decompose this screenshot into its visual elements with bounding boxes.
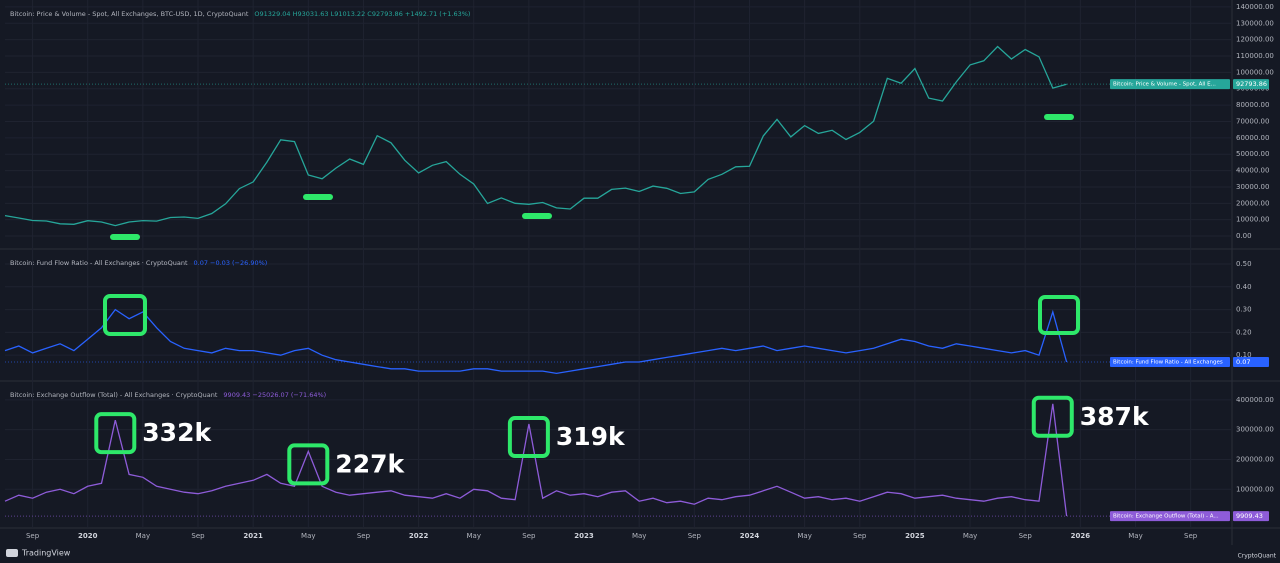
annotation-label: 227k xyxy=(335,449,405,478)
legend-entry: Bitcoin: Fund Flow Ratio - All Exchanges xyxy=(1113,359,1223,365)
value-badge xyxy=(1233,511,1269,522)
series-line xyxy=(4,308,1068,375)
y-tick-label: 0.50 xyxy=(1236,260,1252,268)
y-tick-label: 140000.00 xyxy=(1236,3,1274,11)
grid xyxy=(5,0,1232,528)
annotation-box xyxy=(507,416,550,459)
y-tick-label: 0.30 xyxy=(1236,306,1252,314)
pane-readout: 0.07 −0.03 (−26.90%) xyxy=(194,259,268,267)
x-tick-label: May xyxy=(797,532,811,540)
x-tick-label: 2025 xyxy=(905,532,925,540)
labels: 0.00 10000.00 20000.00 30000.00 40000.00 5000… xyxy=(10,3,1274,540)
y-tick-label: 110000.00 xyxy=(1236,52,1274,60)
x-tick-label: Sep xyxy=(191,532,205,540)
y-tick-label: 0.00 xyxy=(1236,232,1252,240)
x-tick-label: 2026 xyxy=(1071,532,1091,540)
highlight-marker xyxy=(303,194,333,200)
y-tick-label: 0.20 xyxy=(1236,328,1252,336)
y-tick-label: 120000.00 xyxy=(1236,36,1274,44)
y-tick-label: 200000.00 xyxy=(1236,455,1274,463)
annotation-label: 332k xyxy=(142,418,212,447)
x-tick-label: Sep xyxy=(522,532,536,540)
x-tick-label: May xyxy=(632,532,646,540)
x-tick-label: Sep xyxy=(1184,532,1198,540)
footer-right: CryptoQuant xyxy=(1238,553,1277,560)
x-tick-label: 2021 xyxy=(243,532,263,540)
x-tick-label: Sep xyxy=(1019,532,1033,540)
y-tick-label: 50000.00 xyxy=(1236,150,1269,158)
x-tick-label: 2022 xyxy=(409,532,429,540)
x-tick-label: 2024 xyxy=(740,532,760,540)
y-tick-label: 40000.00 xyxy=(1236,167,1269,175)
annotation-label: 387k xyxy=(1080,402,1150,431)
last-value-label: 9909.43 xyxy=(1236,512,1263,520)
y-tick-label: 100000.00 xyxy=(1236,68,1274,76)
logo xyxy=(6,549,18,557)
x-tick-label: Sep xyxy=(853,532,867,540)
y-tick-label: 130000.00 xyxy=(1236,19,1274,27)
y-tick-label: 100000.00 xyxy=(1236,485,1274,493)
legend-entry: Bitcoin: Price & Volume - Spot, All E... xyxy=(1113,82,1216,88)
highlight-box xyxy=(103,294,147,336)
pane-title: Bitcoin: Exchange Outflow (Total) - All … xyxy=(10,391,218,399)
annotation-label: 319k xyxy=(556,422,626,451)
x-tick-label: 2023 xyxy=(574,532,594,540)
y-tick-label: 0.40 xyxy=(1236,283,1252,291)
series-badge xyxy=(1110,79,1230,90)
last-value-label: 92793.86 xyxy=(1236,80,1267,88)
value-badge xyxy=(1233,79,1269,90)
highlight-marker xyxy=(1044,114,1074,120)
annotation-box xyxy=(287,443,330,486)
pane-title: Bitcoin: Fund Flow Ratio - All Exchanges… xyxy=(10,259,188,267)
footer-left: TradingView xyxy=(21,549,71,558)
series-badge xyxy=(1110,356,1230,367)
pane-title: Bitcoin: Price & Volume - Spot, All Exch… xyxy=(10,10,249,18)
y-tick-label: 70000.00 xyxy=(1236,117,1269,125)
y-tick-label: 400000.00 xyxy=(1236,396,1274,404)
value-badge xyxy=(1233,356,1269,367)
series-badge xyxy=(1110,511,1230,522)
pane-readout: O91329.04 H93031.63 L91013.22 C92793.86 … xyxy=(254,10,470,18)
x-tick-label: May xyxy=(136,532,150,540)
plots xyxy=(4,45,1232,517)
x-tick-label: 2020 xyxy=(78,532,98,540)
highlight-marker xyxy=(522,213,552,219)
y-tick-label: 10000.00 xyxy=(1236,216,1269,224)
x-tick-label: Sep xyxy=(688,532,702,540)
x-tick-label: May xyxy=(963,532,977,540)
x-tick-label: Sep xyxy=(357,532,371,540)
legend-entry: Bitcoin: Exchange Outflow (Total) - A... xyxy=(1113,514,1219,520)
y-tick-label: 80000.00 xyxy=(1236,101,1269,109)
highlight-marker xyxy=(110,234,140,240)
annotation-box xyxy=(1031,395,1074,438)
x-tick-label: Sep xyxy=(26,532,40,540)
y-tick-label: 30000.00 xyxy=(1236,183,1269,191)
y-tick-label: 20000.00 xyxy=(1236,199,1269,207)
y-tick-label: 0.10 xyxy=(1236,351,1252,359)
x-tick-label: May xyxy=(466,532,480,540)
highlight-box xyxy=(1038,295,1080,335)
y-tick-label: 60000.00 xyxy=(1236,134,1269,142)
y-tick-label: 300000.00 xyxy=(1236,426,1274,434)
annotation-box xyxy=(94,412,137,455)
pane-readout: 9909.43 −25026.07 (−71.64%) xyxy=(223,391,326,399)
series-line xyxy=(4,403,1068,517)
x-tick-label: May xyxy=(301,532,315,540)
series-line xyxy=(4,45,1067,227)
last-value-label: 0.07 xyxy=(1236,358,1250,366)
x-tick-label: May xyxy=(1128,532,1142,540)
